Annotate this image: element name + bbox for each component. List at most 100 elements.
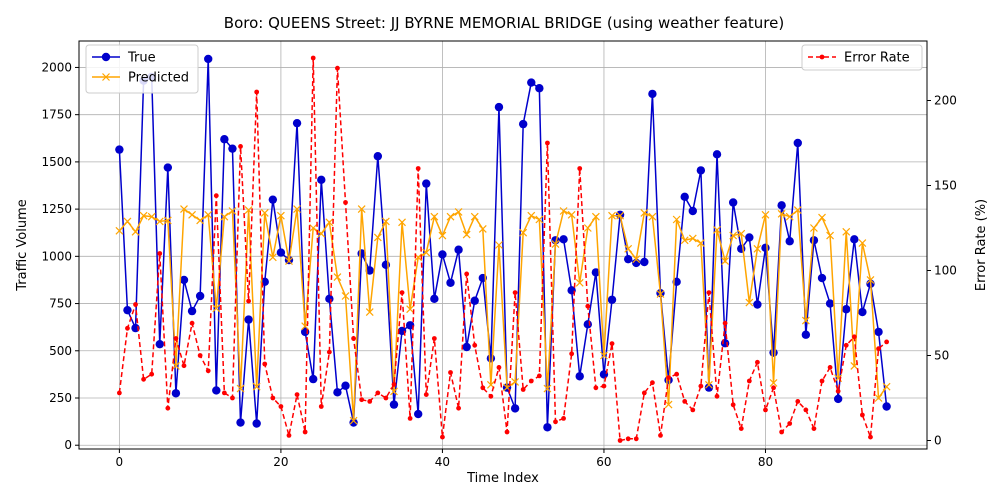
data-point-error-rate	[472, 342, 478, 348]
data-point-error-rate	[246, 298, 252, 304]
data-point-error-rate	[456, 405, 461, 411]
data-point-error-rate	[682, 399, 688, 404]
data-point-true	[292, 118, 302, 128]
data-point-predicted	[882, 382, 891, 391]
data-point-error-rate	[859, 412, 865, 418]
y-axis-right: 0 50 100 150 200	[927, 94, 957, 448]
data-point-error-rate	[391, 382, 397, 387]
data-point-true	[373, 152, 383, 161]
y2-tick-label: 0	[934, 434, 942, 448]
data-point-predicted	[616, 211, 625, 220]
data-point-predicted	[204, 210, 213, 219]
data-point-true	[518, 119, 528, 129]
data-point-error-rate	[650, 380, 655, 386]
data-point-error-rate	[536, 373, 542, 379]
data-point-predicted	[115, 226, 124, 235]
data-point-predicted	[648, 212, 657, 221]
data-point-error-rate	[116, 390, 122, 396]
data-point-error-rate	[625, 436, 631, 442]
data-point-predicted	[818, 213, 826, 222]
data-point-true	[179, 275, 189, 285]
data-point-predicted	[624, 244, 633, 253]
data-point-true	[389, 400, 399, 409]
data-point-predicted	[495, 241, 503, 249]
x-axis: 0 20 40 60 80	[116, 449, 773, 469]
data-point-true	[195, 291, 205, 301]
data-point-predicted	[462, 230, 471, 239]
data-point-error-rate	[577, 166, 583, 171]
data-point-error-rate	[335, 65, 340, 71]
data-point-error-rate	[763, 407, 768, 413]
data-point-true	[842, 305, 851, 314]
data-point-error-rate	[884, 339, 890, 345]
y-tick-label: 1250	[41, 202, 72, 216]
data-point-error-rate	[779, 429, 785, 435]
data-point-error-rate	[189, 320, 195, 326]
data-point-true	[583, 320, 592, 329]
data-point-true	[163, 163, 173, 172]
legend-swatch-predicted	[102, 73, 110, 81]
data-point-error-rate	[601, 383, 607, 389]
data-point-predicted	[406, 305, 415, 314]
data-point-predicted	[438, 231, 447, 240]
data-point-predicted	[373, 233, 382, 242]
y-tick-label: 750	[49, 297, 72, 311]
data-point-error-rate	[488, 393, 494, 399]
data-point-predicted	[543, 384, 552, 393]
data-point-true	[882, 402, 891, 411]
data-point-error-rate	[205, 368, 211, 374]
data-point-error-rate	[133, 302, 138, 307]
data-point-true	[438, 250, 447, 259]
data-point-predicted	[713, 225, 721, 234]
data-point-error-rate	[375, 390, 381, 396]
data-point-predicted	[640, 208, 649, 217]
data-point-true	[349, 418, 358, 427]
data-point-error-rate	[666, 375, 671, 380]
data-point-predicted	[285, 257, 293, 265]
legend-swatch-error-rate	[819, 54, 825, 60]
data-point-error-rate	[617, 438, 623, 443]
data-point-error-rate	[835, 388, 841, 394]
data-point-true	[462, 342, 471, 352]
data-point-true	[422, 179, 431, 188]
data-point-error-rate	[819, 378, 825, 384]
data-point-predicted	[608, 211, 616, 220]
data-point-error-rate	[641, 390, 647, 396]
data-point-true	[317, 175, 326, 185]
data-point-error-rate	[415, 166, 421, 171]
data-point-error-rate	[528, 378, 534, 384]
data-point-error-rate	[868, 434, 873, 440]
data-point-error-rate	[173, 336, 179, 341]
x-tick-label: 60	[596, 455, 611, 469]
data-point-true	[333, 388, 342, 397]
data-point-true	[640, 257, 649, 267]
x-tick-label: 40	[435, 455, 450, 469]
x-tick-label: 0	[116, 455, 124, 469]
y2-tick-label: 50	[934, 349, 949, 363]
data-point-predicted	[123, 217, 132, 226]
data-point-true	[268, 195, 278, 204]
data-point-true	[535, 84, 544, 93]
data-point-true	[696, 166, 706, 175]
y-tick-label: 500	[49, 344, 72, 358]
y-tick-label: 0	[64, 438, 72, 452]
data-point-error-rate	[407, 416, 413, 421]
data-point-error-rate	[658, 433, 663, 438]
data-point-predicted	[858, 239, 867, 248]
data-point-predicted	[398, 218, 406, 227]
data-point-predicted	[333, 273, 342, 282]
data-point-true	[688, 206, 697, 216]
data-point-true	[793, 138, 802, 148]
data-point-predicted	[163, 216, 172, 225]
data-point-predicted	[349, 416, 358, 425]
data-point-predicted	[826, 231, 835, 240]
data-point-predicted	[777, 209, 786, 218]
data-point-predicted	[220, 212, 229, 221]
data-point-error-rate	[125, 325, 130, 331]
data-point-true	[365, 266, 374, 275]
y-tick-label: 250	[49, 391, 72, 405]
data-point-predicted	[688, 234, 697, 243]
chart-title: Boro: QUEENS Street: JJ BYRNE MEMORIAL B…	[224, 14, 784, 32]
legend-swatch-true	[101, 52, 111, 62]
